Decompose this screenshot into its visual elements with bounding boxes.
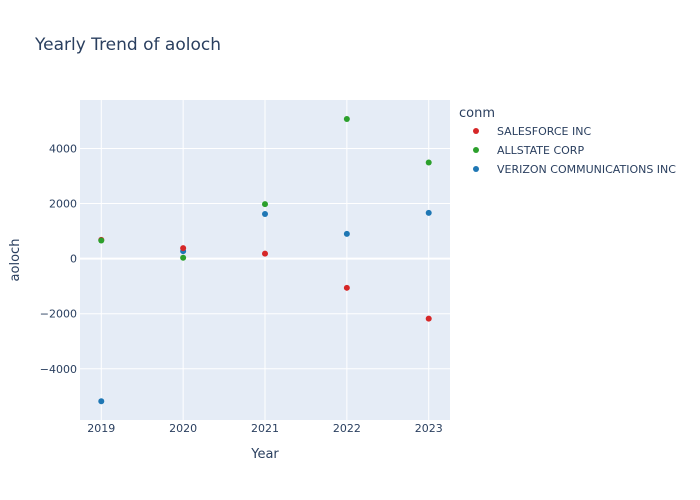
data-point	[425, 209, 432, 216]
x-tick-label: 2021	[251, 422, 279, 435]
chart-title: Yearly Trend of aoloch	[34, 35, 221, 55]
legend-marker	[473, 166, 479, 172]
data-point	[98, 398, 105, 405]
x-tick-label: 2022	[333, 422, 361, 435]
data-point	[343, 116, 350, 123]
legend-label: ALLSTATE CORP	[497, 144, 584, 157]
data-point	[98, 237, 105, 244]
legend: conm SALESFORCE INC ALLSTATE CORP VERIZON …	[459, 106, 676, 176]
x-axis-ticks: 2019 2020 2021 2022 2023	[87, 422, 442, 435]
y-tick-label: 2000	[49, 198, 77, 211]
data-point	[425, 315, 432, 322]
y-tick-label: 0	[70, 253, 77, 266]
x-axis-title: Year	[250, 447, 279, 462]
data-point	[262, 201, 268, 208]
y-tick-label: −4000	[40, 363, 77, 376]
data-points	[98, 116, 432, 405]
x-tick-label: 2023	[415, 422, 443, 435]
legend-marker	[473, 128, 479, 134]
y-axis-ticks: −4000 −2000 0 2000 4000	[40, 142, 77, 375]
y-axis-title: aoloch	[8, 239, 23, 282]
data-point	[343, 284, 350, 291]
data-point	[262, 250, 268, 257]
legend-label: VERIZON COMMUNICATIONS INC	[497, 163, 676, 176]
legend-title: conm	[459, 106, 495, 121]
y-tick-label: 4000	[49, 142, 77, 155]
y-tick-label: −2000	[40, 308, 77, 321]
data-point	[425, 159, 432, 166]
x-tick-label: 2019	[87, 422, 115, 435]
x-tick-label: 2020	[169, 422, 197, 435]
data-point	[262, 211, 268, 218]
legend-label: SALESFORCE INC	[497, 125, 591, 138]
legend-marker	[473, 147, 479, 153]
data-point	[343, 230, 350, 237]
data-point	[180, 245, 187, 252]
data-point	[180, 254, 187, 261]
